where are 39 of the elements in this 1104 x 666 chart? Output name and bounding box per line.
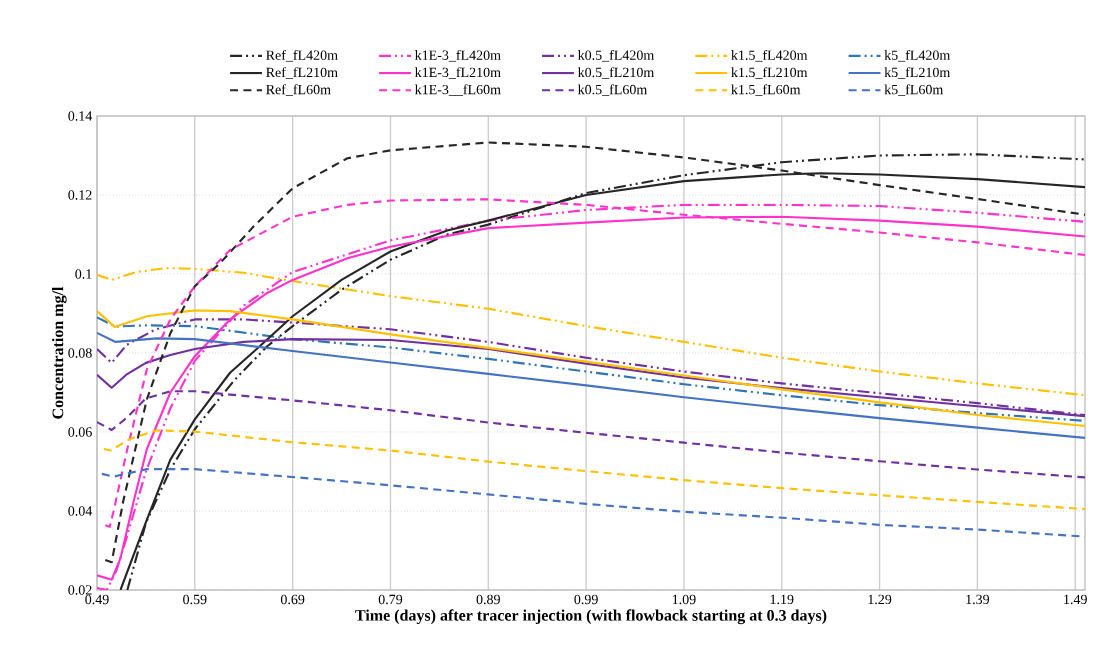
x-tick-label: 1.19	[770, 594, 794, 605]
legend-label: k1.5_fL60m	[731, 84, 801, 96]
y-tick-label: 0.12	[68, 190, 92, 200]
y-tick-label: 0.14	[68, 111, 93, 121]
x-tick-label: 1.39	[966, 594, 990, 605]
legend-label: k0.5_fL420m	[577, 49, 655, 62]
x-tick-label: 0.79	[378, 594, 403, 605]
y-tick-label: 0.04	[68, 506, 93, 516]
y-tick-label: 0.08	[68, 348, 92, 358]
x-axis-title: Time (days) after tracer injection (with flowback starting at 0.3 days)	[355, 609, 827, 625]
x-tick-label: 0.59	[183, 594, 207, 605]
y-tick-label: 0.1	[75, 269, 92, 279]
legend-label: Ref_fL210m	[266, 67, 338, 79]
legend-label: k1E-3_fL420m	[414, 49, 501, 62]
legend-label: k1.5_fL420m	[731, 49, 808, 62]
y-tick-label: 0.02	[68, 585, 92, 595]
x-tick-label: 0.49	[85, 594, 109, 605]
y-tick-label: 0.06	[68, 427, 92, 437]
legend-label: k5_fL60m	[884, 84, 944, 96]
legend-label: k5_fL210m	[884, 67, 951, 79]
legend-label: Ref_fL60m	[266, 84, 331, 96]
line-series	[102, 429, 1085, 511]
x-tick-label: 0.69	[280, 594, 305, 605]
x-tick-label: 1.49	[1064, 594, 1087, 605]
legend-label: k1E-3_fL210m	[414, 67, 501, 79]
legend-label: k1E-3__fL60m	[414, 84, 501, 96]
legend-label: k0.5_fL60m	[577, 84, 648, 96]
x-tick-label: 1.29	[868, 594, 892, 605]
legend-label: k0.5_fL210m	[577, 67, 655, 79]
legend-label: k1.5_fL210m	[731, 67, 808, 79]
line-series	[97, 331, 1085, 439]
x-tick-label: 0.89	[476, 594, 500, 605]
x-tick-label: 1.09	[672, 594, 696, 605]
line-series	[97, 390, 1085, 479]
x-tick-label: 0.99	[574, 594, 598, 605]
line-series	[97, 266, 1085, 397]
y-axis-title: Concentration mg/l	[52, 286, 67, 419]
legend-label: k5_fL420m	[884, 49, 951, 62]
legend-label: Ref_fL420m	[266, 49, 338, 62]
